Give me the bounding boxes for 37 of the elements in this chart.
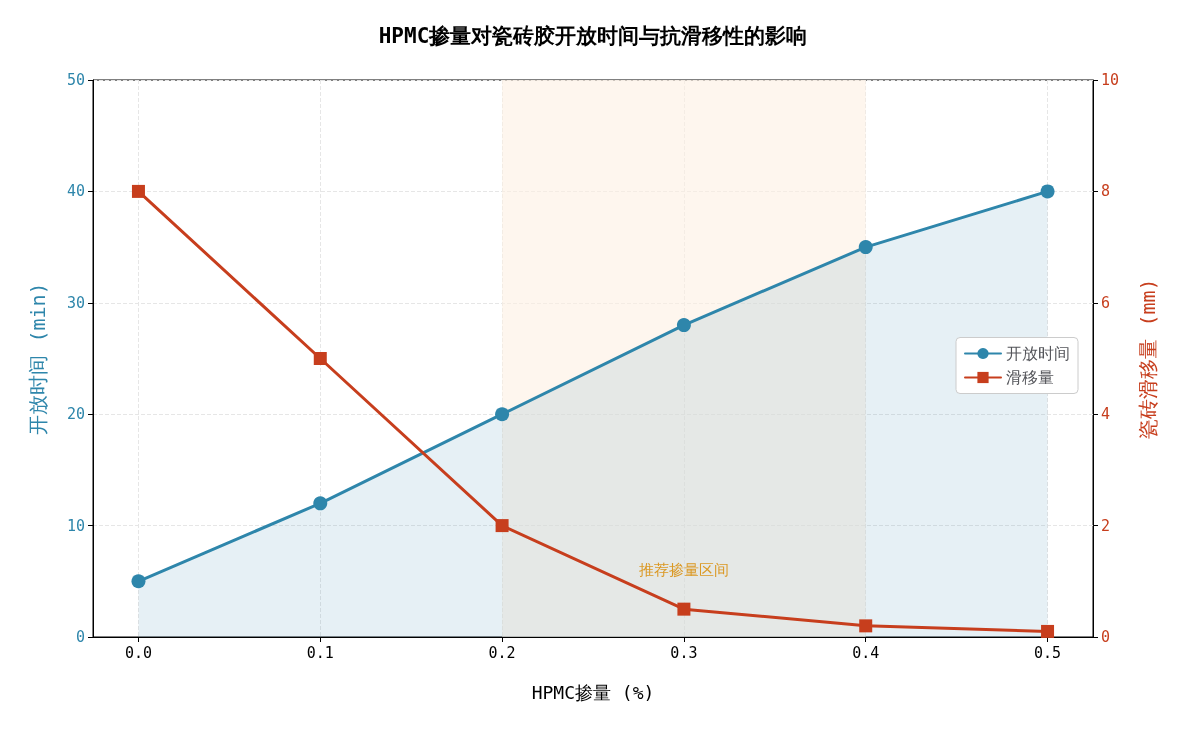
x-tick-label: 0.4 [852, 643, 880, 662]
y-tick-label: 50 [66, 71, 85, 89]
y-tick-label: 10 [66, 516, 85, 535]
x-tick-label: 0.0 [124, 643, 152, 662]
y2-tick-label: 6 [1101, 293, 1111, 312]
y-tick-label: 30 [66, 293, 85, 312]
legend-label: 开放时间 [1006, 344, 1070, 363]
x-tick-label: 0.2 [488, 643, 516, 662]
y-tick-label: 40 [66, 182, 85, 201]
y2-tick-label: 0 [1101, 628, 1111, 646]
point [676, 318, 691, 333]
y2-tick-label: 10 [1101, 71, 1120, 89]
chart-title: HPMC掺量对瓷砖胶开放时间与抗滑移性的影响 [378, 23, 808, 48]
y2-tick-label: 2 [1101, 516, 1111, 535]
point [1041, 624, 1055, 638]
point [313, 496, 328, 511]
y2-axis-title: 瓷砖滑移量 (mm) [1136, 278, 1160, 439]
point [858, 240, 873, 255]
point [495, 407, 510, 422]
y2-tick-label: 4 [1101, 405, 1111, 424]
y-axis-title: 开放时间 (min) [26, 282, 50, 435]
y-tick-label: 20 [66, 405, 85, 424]
x-tick-label: 0.1 [306, 643, 334, 662]
point [495, 519, 509, 533]
point [1040, 184, 1055, 199]
band-label: 推荐掺量区间 [638, 560, 729, 579]
point [131, 184, 145, 198]
x-axis-title: HPMC掺量 (%) [531, 681, 655, 703]
point [313, 352, 327, 365]
point [677, 602, 691, 616]
x-tick-label: 0.5 [1034, 643, 1062, 662]
y2-tick-label: 8 [1101, 182, 1111, 201]
point [859, 619, 873, 633]
x-tick-label: 0.3 [670, 643, 698, 662]
y-tick-label: 0 [75, 628, 85, 646]
legend-label: 滑移量 [1006, 368, 1054, 387]
point [131, 574, 146, 589]
